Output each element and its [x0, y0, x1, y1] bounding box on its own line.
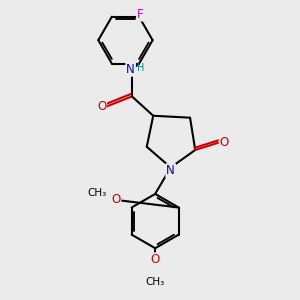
Text: CH₃: CH₃ [146, 278, 165, 287]
Text: CH₃: CH₃ [87, 188, 106, 198]
Text: N: N [166, 164, 175, 177]
Text: O: O [151, 253, 160, 266]
Text: O: O [111, 193, 120, 206]
Text: N: N [126, 63, 135, 76]
Text: F: F [137, 8, 144, 21]
Text: H: H [137, 63, 145, 73]
Text: O: O [97, 100, 106, 113]
Text: O: O [220, 136, 229, 149]
